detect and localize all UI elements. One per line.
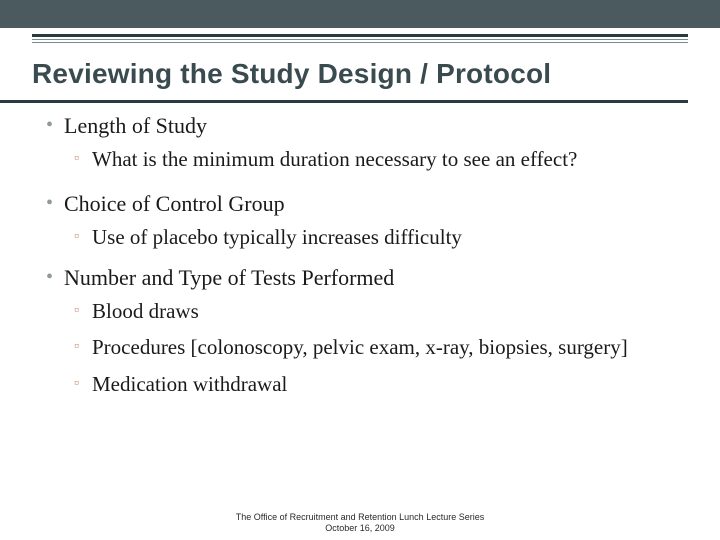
footer-line-1: The Office of Recruitment and Retention … [0,512,720,523]
bullet-text: Number and Type of Tests Performed [64,264,394,292]
title-underline [0,100,688,103]
bullet-text: Use of placebo typically increases diffi… [92,224,462,250]
bullet-text: Medication withdrawal [92,371,287,397]
rule-thick [32,34,688,37]
bullet-lvl1: • Length of Study [46,112,680,140]
bullet-lvl1: • Choice of Control Group [46,190,680,218]
slide-title: Reviewing the Study Design / Protocol [32,58,688,90]
header-rules [32,34,688,43]
dot-icon: • [46,190,64,217]
square-icon: ▫ [74,334,92,361]
square-icon: ▫ [74,371,92,398]
top-color-band [0,0,720,28]
bullet-lvl2: ▫ What is the minimum duration necessary… [74,146,680,173]
bullet-text: Length of Study [64,112,207,140]
bullet-lvl1: • Number and Type of Tests Performed [46,264,680,292]
rule-thin-1 [32,39,688,40]
dot-icon: • [46,264,64,291]
bullet-text: Choice of Control Group [64,190,285,218]
square-icon: ▫ [74,224,92,251]
bullet-lvl2: ▫ Medication withdrawal [74,371,680,398]
square-icon: ▫ [74,146,92,173]
dot-icon: • [46,112,64,139]
bullet-text: Procedures [colonoscopy, pelvic exam, x-… [92,334,628,360]
bullet-lvl2: ▫ Blood draws [74,298,680,325]
slide-footer: The Office of Recruitment and Retention … [0,512,720,535]
square-icon: ▫ [74,298,92,325]
bullet-lvl2: ▫ Use of placebo typically increases dif… [74,224,680,251]
slide-content: • Length of Study ▫ What is the minimum … [46,112,680,407]
rule-thin-2 [32,42,688,43]
bullet-text: What is the minimum duration necessary t… [92,146,577,172]
footer-line-2: October 16, 2009 [0,523,720,534]
bullet-lvl2: ▫ Procedures [colonoscopy, pelvic exam, … [74,334,680,361]
bullet-text: Blood draws [92,298,199,324]
